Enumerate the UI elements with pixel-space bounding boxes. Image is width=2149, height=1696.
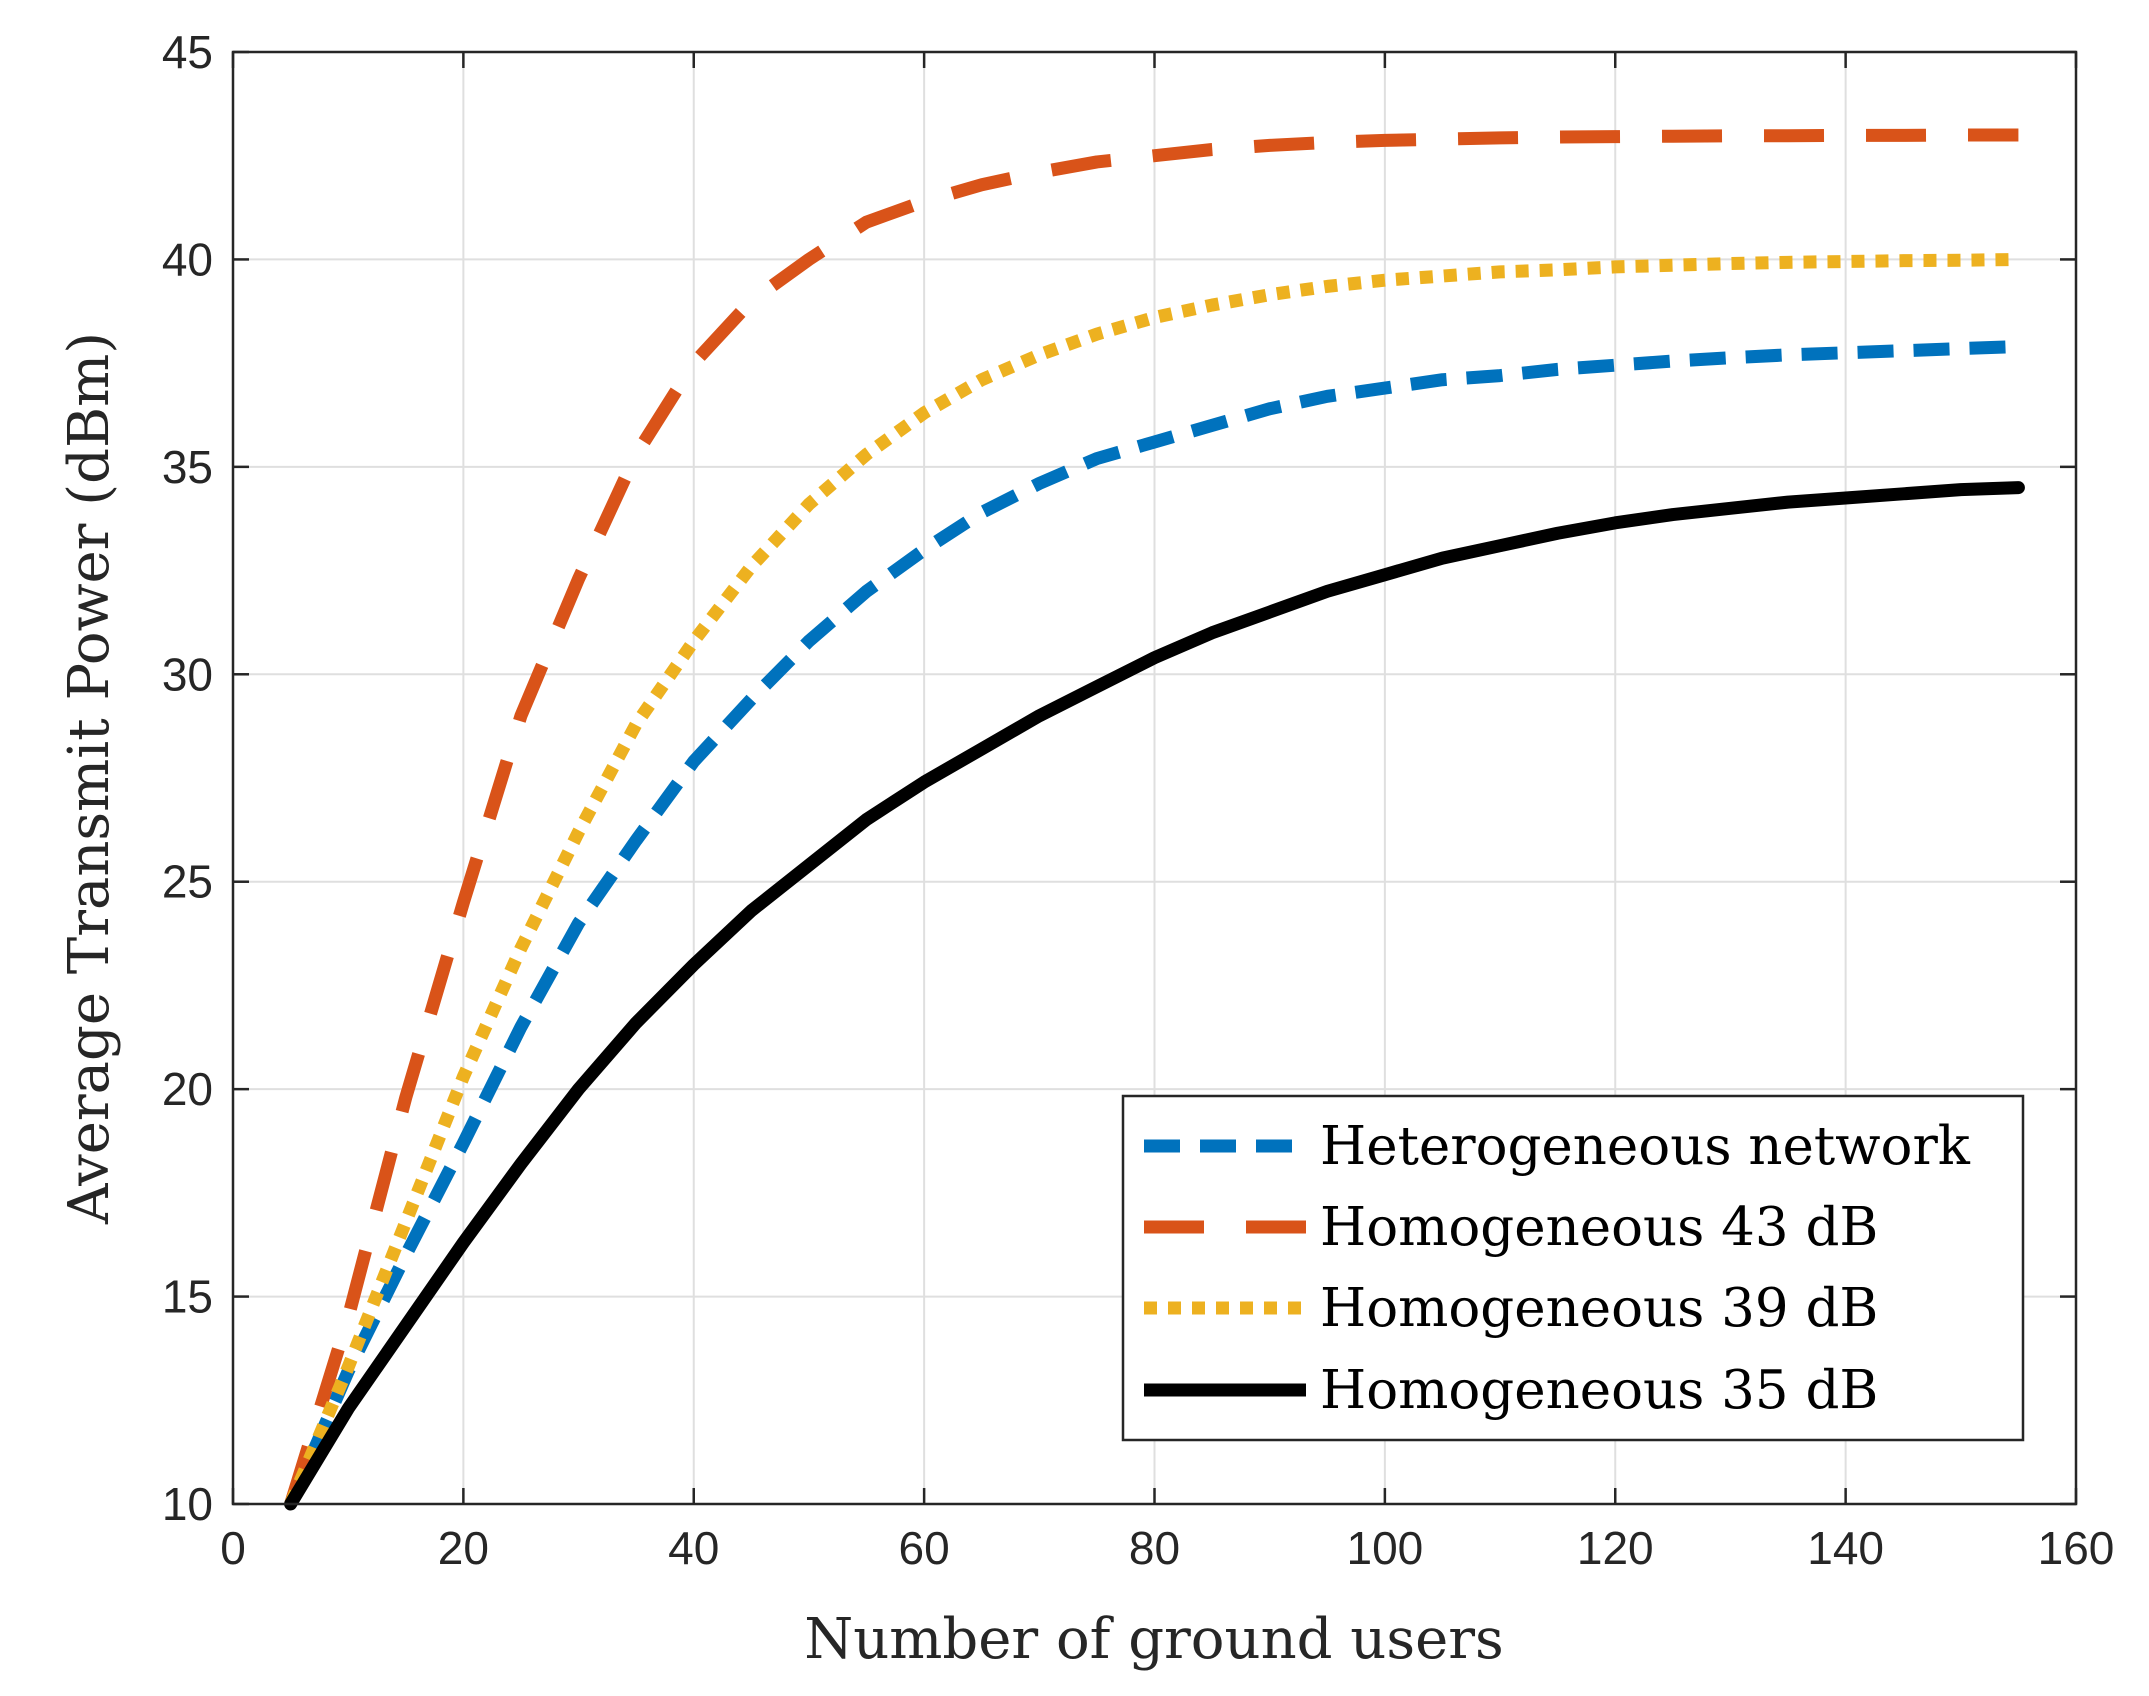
y-tick-label: 15 (162, 1271, 213, 1323)
y-tick-label: 45 (162, 26, 213, 78)
x-tick-label: 100 (1347, 1522, 1424, 1574)
x-tick-label: 40 (668, 1522, 719, 1574)
y-axis-title: Average Transmit Power (dBm) (57, 332, 122, 1225)
x-tick-label: 20 (438, 1522, 489, 1574)
legend-label-3: Homogeneous 39 dB (1320, 1278, 1878, 1339)
tick-labels: 0 20 40 60 80 100 120 140 160 10 15 20 25 30 35 40 45 (162, 26, 2115, 1574)
series-line-1 (284, 340, 2019, 1507)
y-tick-label: 35 (162, 441, 213, 493)
legend-box (1121, 1094, 2025, 1442)
x-tick-label: 80 (1129, 1522, 1180, 1574)
x-tick-label: 60 (899, 1522, 950, 1574)
legend-label-4: Homogeneous 35 dB (1320, 1360, 1878, 1421)
x-tick-label: 140 (1807, 1522, 1884, 1574)
y-tick-label: 20 (162, 1063, 213, 1115)
y-tick-label: 40 (162, 233, 213, 285)
y-tick-label: 10 (162, 1478, 213, 1530)
y-tick-label: 30 (162, 648, 213, 700)
series-line-3 (284, 252, 2019, 1507)
series-line-2 (284, 128, 2019, 1506)
x-axis-title: Number of ground users (804, 1607, 1504, 1672)
legend: Heterogeneous network Homogeneous 43 dB Ho… (1121, 1094, 2025, 1442)
y-tick-label: 25 (162, 856, 213, 908)
x-tick-label: 0 (220, 1522, 246, 1574)
series-line-4 (284, 481, 2025, 1511)
x-tick-label: 160 (2038, 1522, 2115, 1574)
series-lines (284, 128, 2025, 1511)
axis-ticks (231, 50, 2078, 1506)
x-tick-label: 120 (1577, 1522, 1654, 1574)
legend-label-2: Homogeneous 43 dB (1320, 1197, 1878, 1258)
legend-label-1: Heterogeneous network (1320, 1116, 1971, 1177)
legend-items: Heterogeneous network Homogeneous 43 dB Ho… (1144, 1116, 1971, 1421)
